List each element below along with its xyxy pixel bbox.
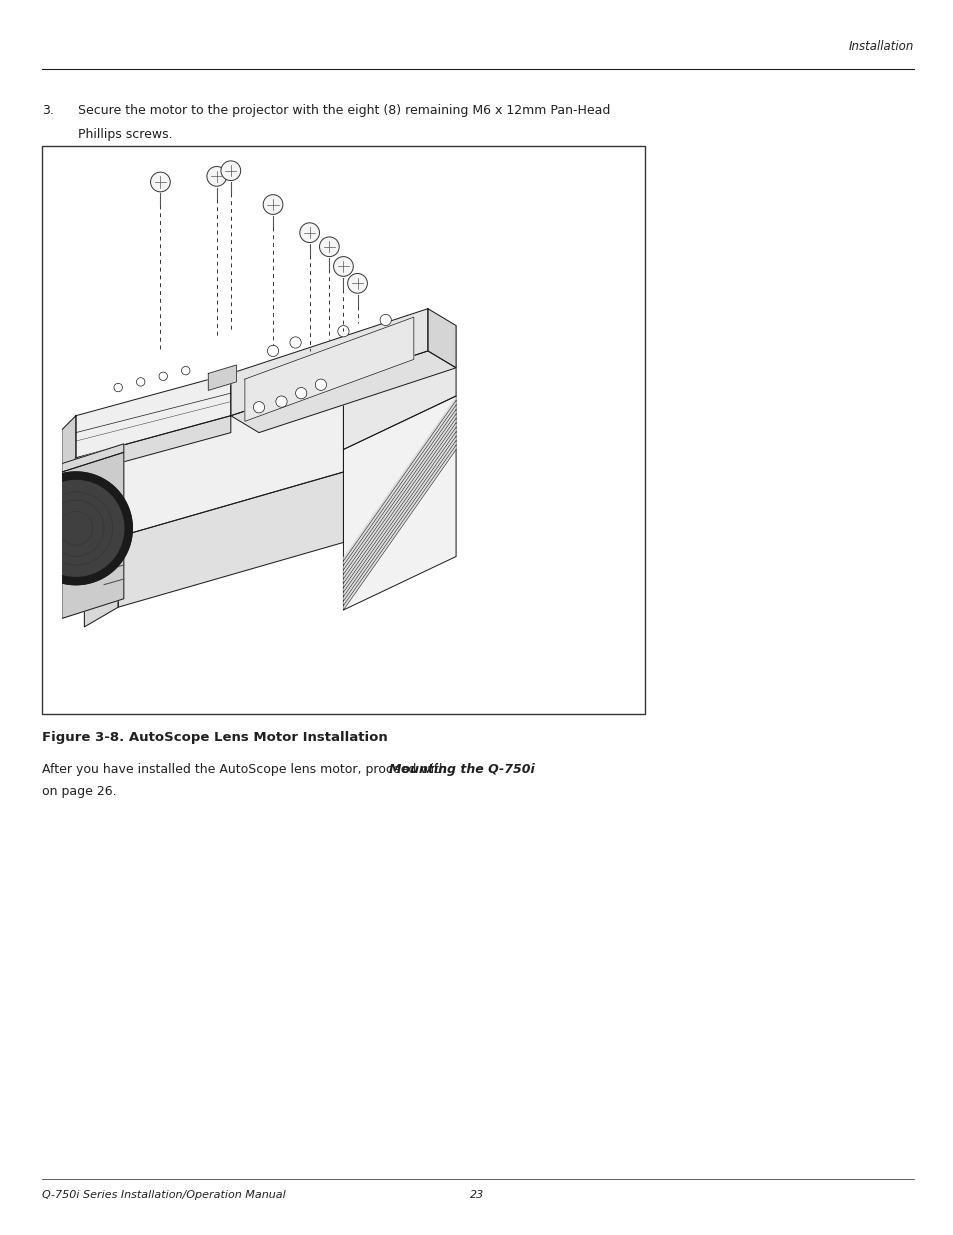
Polygon shape	[42, 494, 110, 562]
Polygon shape	[343, 420, 456, 582]
Text: After you have installed the AutoScope lens motor, proceed with: After you have installed the AutoScope l…	[42, 763, 451, 777]
Circle shape	[290, 337, 301, 348]
Polygon shape	[343, 446, 456, 609]
Circle shape	[181, 367, 190, 375]
Polygon shape	[76, 416, 231, 474]
Polygon shape	[343, 406, 456, 568]
Polygon shape	[343, 424, 456, 587]
Circle shape	[347, 273, 367, 293]
Polygon shape	[343, 442, 456, 604]
Polygon shape	[343, 415, 456, 578]
Polygon shape	[84, 443, 118, 557]
Polygon shape	[118, 379, 343, 537]
Circle shape	[113, 383, 122, 391]
Polygon shape	[28, 480, 124, 577]
Polygon shape	[343, 396, 456, 610]
Text: on page 26.: on page 26.	[42, 785, 116, 799]
Circle shape	[263, 195, 283, 215]
Circle shape	[319, 237, 339, 257]
Circle shape	[136, 378, 145, 387]
Polygon shape	[76, 373, 231, 458]
Circle shape	[159, 372, 168, 380]
Text: Figure 3-8. AutoScope Lens Motor Installation: Figure 3-8. AutoScope Lens Motor Install…	[42, 731, 387, 745]
Circle shape	[314, 379, 326, 390]
Text: Phillips screws.: Phillips screws.	[78, 128, 172, 142]
Polygon shape	[20, 472, 132, 584]
Polygon shape	[62, 443, 124, 472]
Bar	[42, 146, 644, 714]
Polygon shape	[208, 366, 236, 390]
Polygon shape	[343, 411, 456, 573]
Polygon shape	[343, 429, 456, 590]
Circle shape	[334, 257, 353, 277]
Circle shape	[207, 167, 227, 186]
Text: 3.: 3.	[42, 104, 53, 117]
Polygon shape	[62, 416, 76, 472]
Polygon shape	[428, 309, 456, 368]
Text: 23: 23	[470, 1191, 483, 1200]
Text: Mounting the Q-750i: Mounting the Q-750i	[389, 763, 534, 777]
Text: Installation: Installation	[847, 40, 913, 53]
Polygon shape	[84, 537, 118, 627]
Circle shape	[379, 315, 391, 326]
Polygon shape	[343, 401, 456, 564]
Polygon shape	[62, 452, 124, 619]
Circle shape	[151, 172, 170, 191]
Circle shape	[221, 161, 240, 180]
Circle shape	[267, 346, 278, 357]
Circle shape	[275, 396, 287, 408]
Polygon shape	[20, 472, 132, 584]
Circle shape	[299, 222, 319, 242]
Text: Q-750i Series Installation/Operation Manual: Q-750i Series Installation/Operation Man…	[42, 1191, 286, 1200]
Circle shape	[295, 388, 307, 399]
Polygon shape	[28, 480, 124, 577]
Polygon shape	[245, 317, 414, 421]
Polygon shape	[343, 326, 456, 450]
Circle shape	[337, 326, 349, 337]
Text: Secure the motor to the projector with the eight (8) remaining M6 x 12mm Pan-Hea: Secure the motor to the projector with t…	[78, 104, 610, 117]
Polygon shape	[231, 351, 456, 432]
Circle shape	[253, 401, 264, 412]
Polygon shape	[343, 433, 456, 595]
Polygon shape	[343, 437, 456, 600]
Polygon shape	[343, 398, 456, 559]
Polygon shape	[231, 309, 428, 416]
Polygon shape	[118, 472, 343, 608]
